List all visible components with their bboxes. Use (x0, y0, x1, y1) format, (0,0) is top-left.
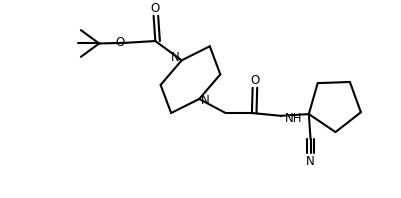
Text: N: N (171, 51, 180, 64)
Text: NH: NH (284, 112, 302, 125)
Text: N: N (200, 94, 209, 107)
Text: O: O (150, 2, 160, 14)
Text: O: O (115, 36, 125, 49)
Text: N: N (306, 155, 314, 168)
Text: O: O (250, 73, 259, 87)
